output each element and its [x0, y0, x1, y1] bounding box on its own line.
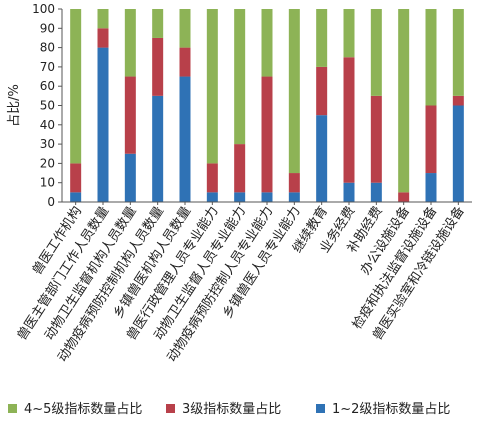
y-tick-label: 40 [40, 118, 55, 132]
y-tick-label: 90 [40, 21, 55, 35]
bar-segment [97, 28, 109, 48]
bar-segment [152, 37, 164, 96]
bar-segment [288, 192, 300, 202]
bar-segment [452, 105, 464, 202]
bar-segment [234, 192, 246, 202]
bar-segment [316, 115, 328, 202]
y-tick-label: 30 [40, 137, 55, 151]
bar-segment [261, 76, 273, 193]
legend: 4~5级指标数量占比 3级指标数量占比 1~2级指标数量占比 [8, 402, 450, 417]
bar-segment [206, 9, 218, 164]
bar-segment [425, 173, 437, 202]
bar-segment [261, 9, 273, 77]
y-tick-label: 60 [40, 79, 55, 93]
bar-segment [343, 57, 355, 183]
y-tick-label: 20 [40, 156, 55, 170]
bar-segment [288, 9, 300, 174]
bar-segment [70, 192, 82, 202]
legend-label: 4~5级指标数量占比 [24, 402, 142, 417]
bar-segment [97, 47, 109, 202]
bar-segment [425, 105, 437, 174]
bar-segment [124, 9, 136, 77]
bar-segment [179, 9, 191, 48]
y-tick-label: 70 [40, 60, 55, 74]
bar-segment [179, 47, 191, 77]
bar-segment [206, 192, 218, 202]
bar-segment [152, 9, 164, 38]
bar-segment [206, 163, 218, 193]
y-ticks: 0 10 20 30 40 50 60 70 80 90 100 [32, 2, 62, 209]
y-axis-title: 占比/% [7, 84, 22, 127]
legend-label: 1~2级指标数量占比 [332, 402, 450, 417]
bar-segment [452, 9, 464, 96]
bar-segment [452, 95, 464, 106]
bar-segment [261, 192, 273, 202]
bar-segment [97, 9, 109, 29]
y-tick-label: 80 [40, 41, 55, 55]
bar-segment [234, 144, 246, 193]
bar-segment [288, 173, 300, 193]
bar-segment [398, 192, 410, 202]
bar-segment [316, 9, 328, 67]
bar-segment [152, 95, 164, 202]
bar-segment [370, 182, 382, 202]
bar-segment [124, 76, 136, 154]
y-tick-label: 0 [47, 195, 55, 209]
legend-swatch [166, 404, 175, 413]
bar-segment [343, 9, 355, 58]
bar-segment [179, 76, 191, 202]
bar-segment [398, 9, 410, 193]
bar-segment [425, 9, 437, 106]
bar-segment [70, 9, 82, 164]
legend-swatch [8, 404, 17, 413]
x-category-labels: 兽医工作机构兽医主管部门工作人员数量动物卫生监督机构人员数量动物疫病预防控制机构… [15, 203, 468, 364]
bar-segment [316, 66, 328, 116]
bars-layer [70, 9, 464, 202]
bar-segment [234, 9, 246, 145]
y-tick-label: 100 [32, 2, 55, 16]
y-tick-label: 10 [40, 176, 55, 190]
bar-segment [370, 95, 382, 183]
bar-segment [343, 182, 355, 202]
bar-segment [124, 153, 136, 202]
y-tick-label: 50 [40, 99, 55, 113]
bar-segment [70, 163, 82, 193]
legend-label: 3级指标数量占比 [182, 402, 281, 417]
legend-swatch [316, 404, 325, 413]
bar-segment [370, 9, 382, 96]
